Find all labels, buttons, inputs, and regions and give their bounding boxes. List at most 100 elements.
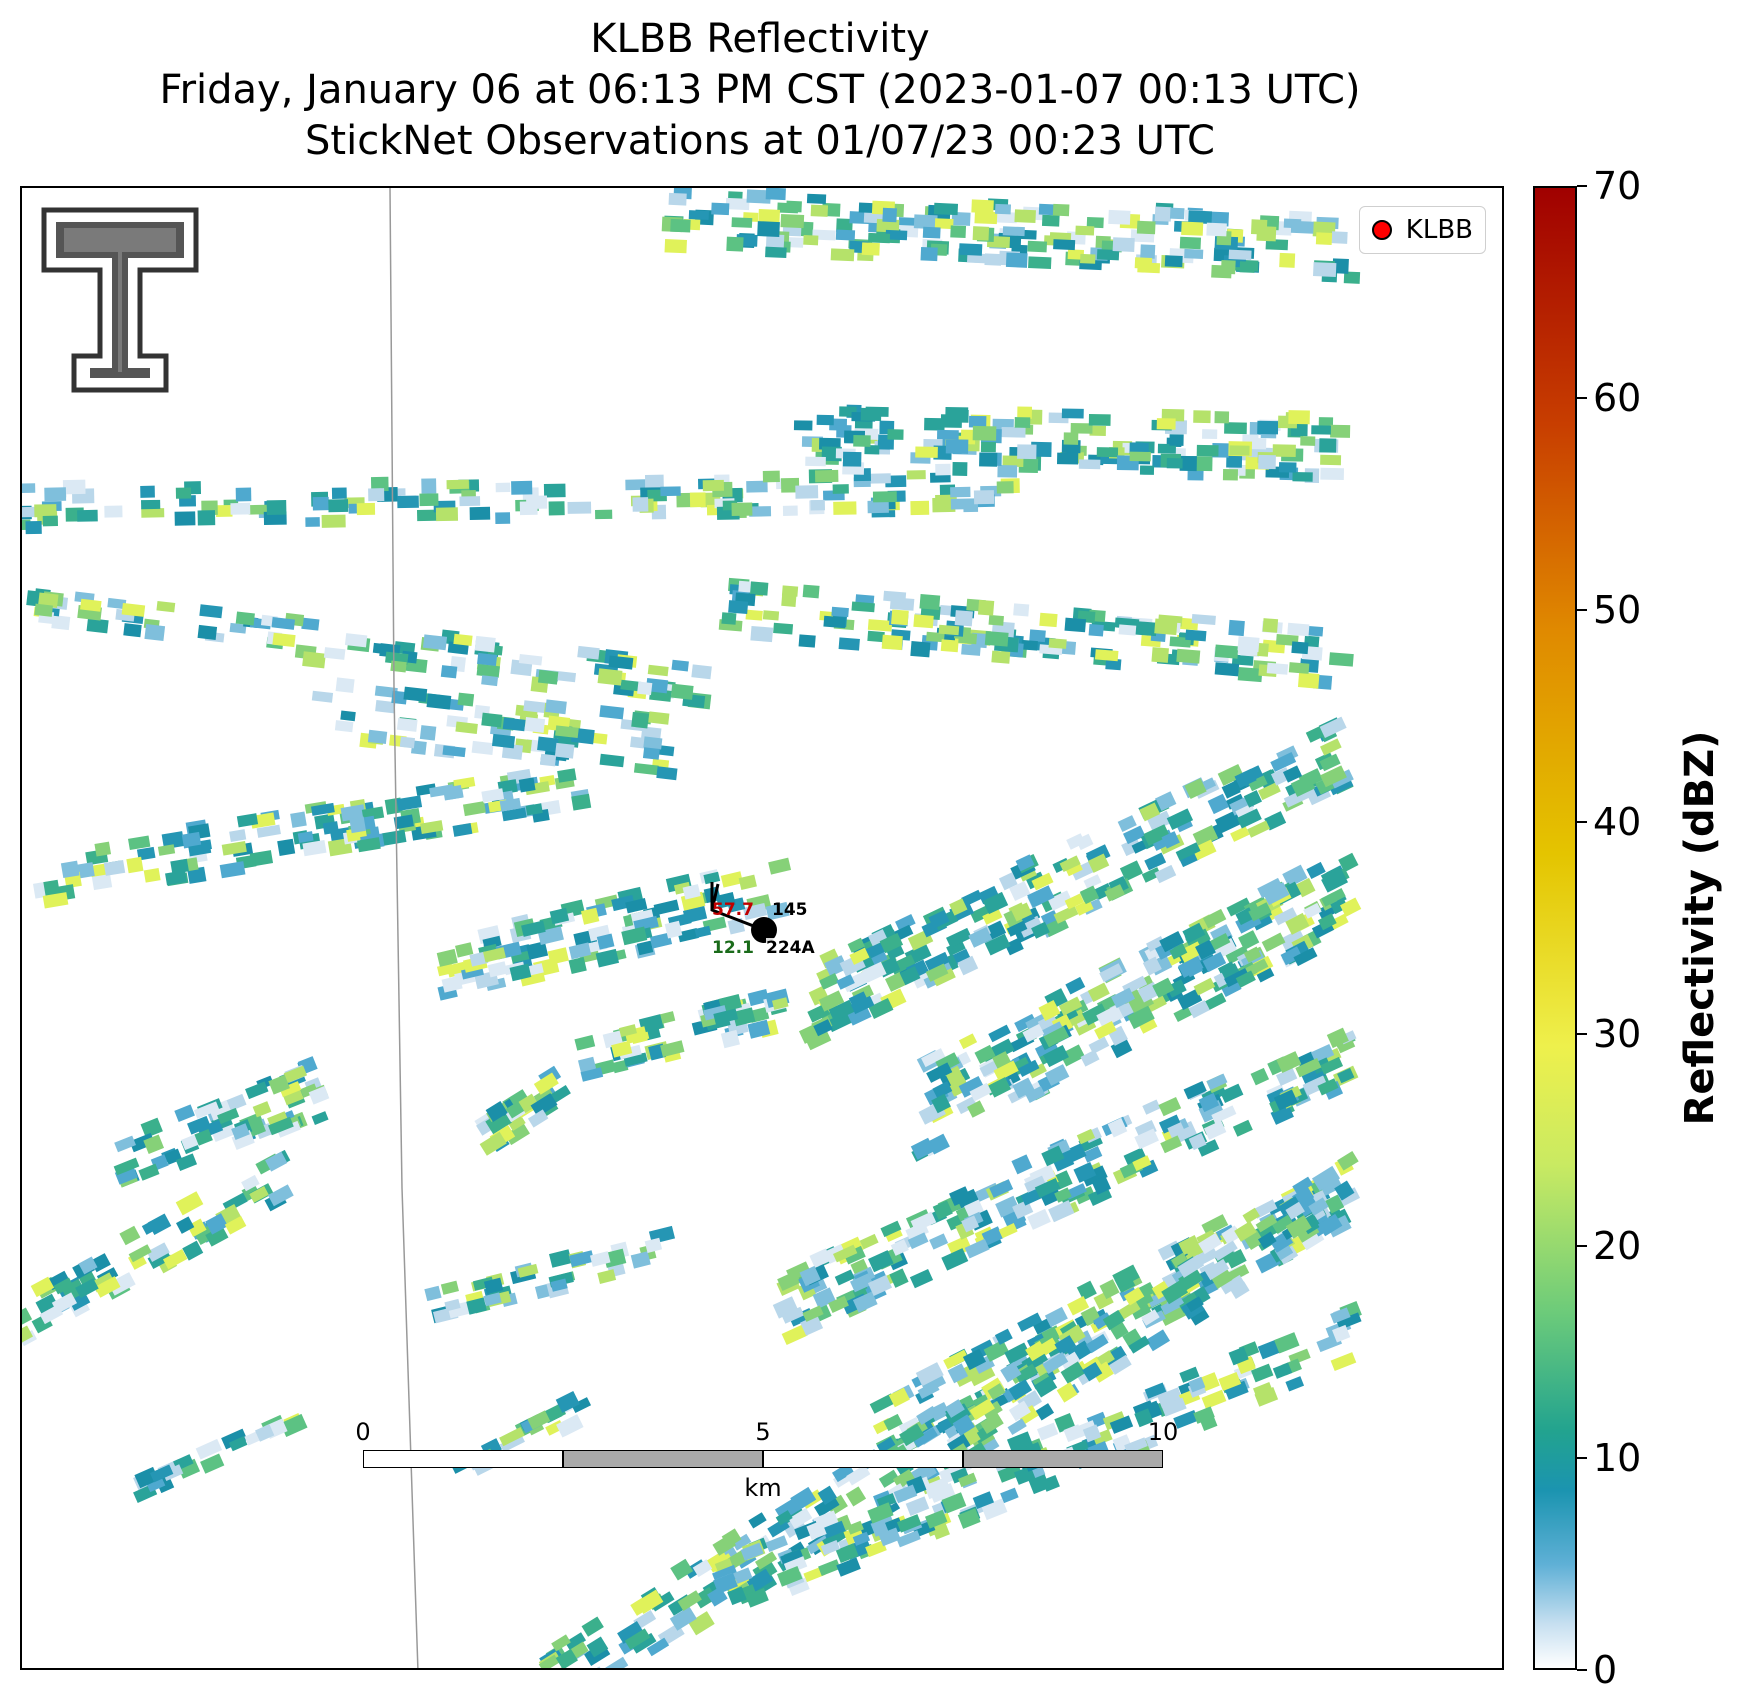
reflectivity-gate: [442, 745, 466, 758]
reflectivity-gate: [1320, 765, 1347, 788]
reflectivity-layer: [22, 188, 1362, 1668]
reflectivity-gate: [974, 211, 998, 225]
reflectivity-gate: [694, 925, 712, 938]
reflectivity-gate: [957, 955, 979, 976]
reflectivity-gate: [994, 203, 1012, 215]
reflectivity-gate: [1166, 979, 1187, 998]
reflectivity-gate: [367, 729, 388, 744]
reflectivity-gate: [1096, 1004, 1124, 1029]
reflectivity-gate: [1188, 210, 1213, 225]
reflectivity-gate: [1285, 912, 1310, 935]
map-subtitle: Friday, January 06 at 06:13 PM CST (2023…: [159, 67, 1361, 113]
reflectivity-gate: [1279, 252, 1296, 268]
reflectivity-gate: [1166, 458, 1183, 469]
reflectivity-gate: [1236, 808, 1262, 829]
reflectivity-gate: [526, 495, 548, 510]
reflectivity-gate: [518, 653, 543, 666]
reflectivity-gate: [557, 768, 577, 783]
reflectivity-gate: [793, 420, 813, 431]
reflectivity-gate: [1291, 641, 1309, 655]
reflectivity-gate: [1237, 636, 1260, 653]
reflectivity-gate: [726, 236, 744, 252]
colorbar-tick-label: 60: [1593, 376, 1642, 420]
reflectivity-gate: [1238, 930, 1260, 951]
reflectivity-gate: [933, 202, 959, 216]
reflectivity-gate: [1280, 946, 1303, 966]
colorbar-tick-label: 10: [1593, 1436, 1642, 1480]
reflectivity-gate: [950, 225, 967, 239]
reflectivity-gate: [1319, 753, 1341, 772]
reflectivity-gate: [391, 690, 408, 705]
reflectivity-gate: [1088, 623, 1104, 637]
reflectivity-gate: [1031, 872, 1054, 891]
reflectivity-gate: [867, 630, 885, 643]
reflectivity-gate: [370, 476, 389, 492]
reflectivity-gate: [921, 1048, 946, 1068]
reflectivity-gate: [143, 867, 161, 883]
reflectivity-gate: [842, 451, 862, 467]
reflectivity-gate: [599, 705, 625, 720]
reflectivity-gate: [80, 598, 102, 612]
reflectivity-gate: [982, 908, 1003, 925]
reflectivity-gate: [1290, 774, 1316, 797]
reflectivity-gate: [1122, 825, 1146, 845]
reflectivity-gate: [1224, 422, 1247, 435]
reflectivity-gate: [199, 604, 223, 619]
reflectivity-gate: [452, 822, 473, 837]
reflectivity-gate: [540, 753, 557, 767]
reflectivity-gate: [34, 504, 57, 518]
reflectivity-gate: [511, 480, 533, 495]
colorbar-tick-label: 40: [1593, 800, 1642, 844]
reflectivity-gate: [335, 677, 355, 693]
reflectivity-gate: [1192, 824, 1219, 848]
reflectivity-gate: [174, 511, 196, 526]
reflectivity-gate: [469, 506, 491, 520]
reflectivity-gate: [971, 199, 994, 214]
reflectivity-gate: [820, 973, 840, 990]
reflectivity-gate: [38, 592, 59, 609]
reflectivity-gate: [725, 197, 750, 211]
reflectivity-gate: [1234, 768, 1257, 789]
reflectivity-gate: [830, 248, 855, 262]
reflectivity-gate: [416, 509, 437, 522]
reflectivity-gate: [426, 693, 452, 710]
reflectivity-gate: [850, 995, 875, 1015]
reflectivity-gate: [311, 690, 334, 703]
reflectivity-gate: [1208, 211, 1229, 227]
reflectivity-gate: [951, 948, 971, 966]
reflectivity-gate: [1146, 995, 1167, 1013]
reflectivity-gate: [948, 1076, 970, 1097]
reflectivity-gate: [1105, 658, 1122, 671]
reflectivity-gate: [188, 843, 212, 857]
reflectivity-gate: [913, 614, 934, 629]
reflectivity-gate: [977, 599, 995, 616]
reflectivity-gate: [518, 777, 536, 793]
reflectivity-gate: [297, 831, 314, 843]
station-id: 224A: [766, 938, 815, 958]
reflectivity-gate: [950, 498, 975, 510]
reflectivity-gate: [682, 906, 708, 924]
reflectivity-gate: [1235, 970, 1256, 988]
reflectivity-gate: [864, 445, 880, 455]
reflectivity-gate: [742, 902, 768, 921]
reflectivity-gate: [1295, 877, 1316, 898]
reflectivity-gate: [272, 632, 296, 648]
reflectivity-gate: [1041, 214, 1060, 227]
colorbar-tick-mark: [1577, 1245, 1587, 1247]
reflectivity-gate: [1017, 444, 1037, 460]
reflectivity-gate: [1087, 982, 1110, 1002]
reflectivity-gate: [1144, 852, 1167, 871]
reflectivity-gate: [523, 700, 548, 714]
reflectivity-gate: [958, 1033, 978, 1050]
reflectivity-gate: [1059, 1044, 1086, 1067]
reflectivity-gate: [495, 512, 511, 525]
reflectivity-gate: [157, 844, 176, 856]
reflectivity-gate: [524, 717, 546, 733]
reflectivity-gate: [922, 226, 941, 239]
radar-map[interactable]: KLBB 57.7 145 12.1 224A: [20, 186, 1504, 1670]
reflectivity-gate: [526, 941, 549, 960]
reflectivity-gate: [126, 856, 144, 874]
reflectivity-gate: [1074, 899, 1094, 916]
reflectivity-gate: [660, 486, 681, 497]
reflectivity-gate: [509, 963, 532, 982]
